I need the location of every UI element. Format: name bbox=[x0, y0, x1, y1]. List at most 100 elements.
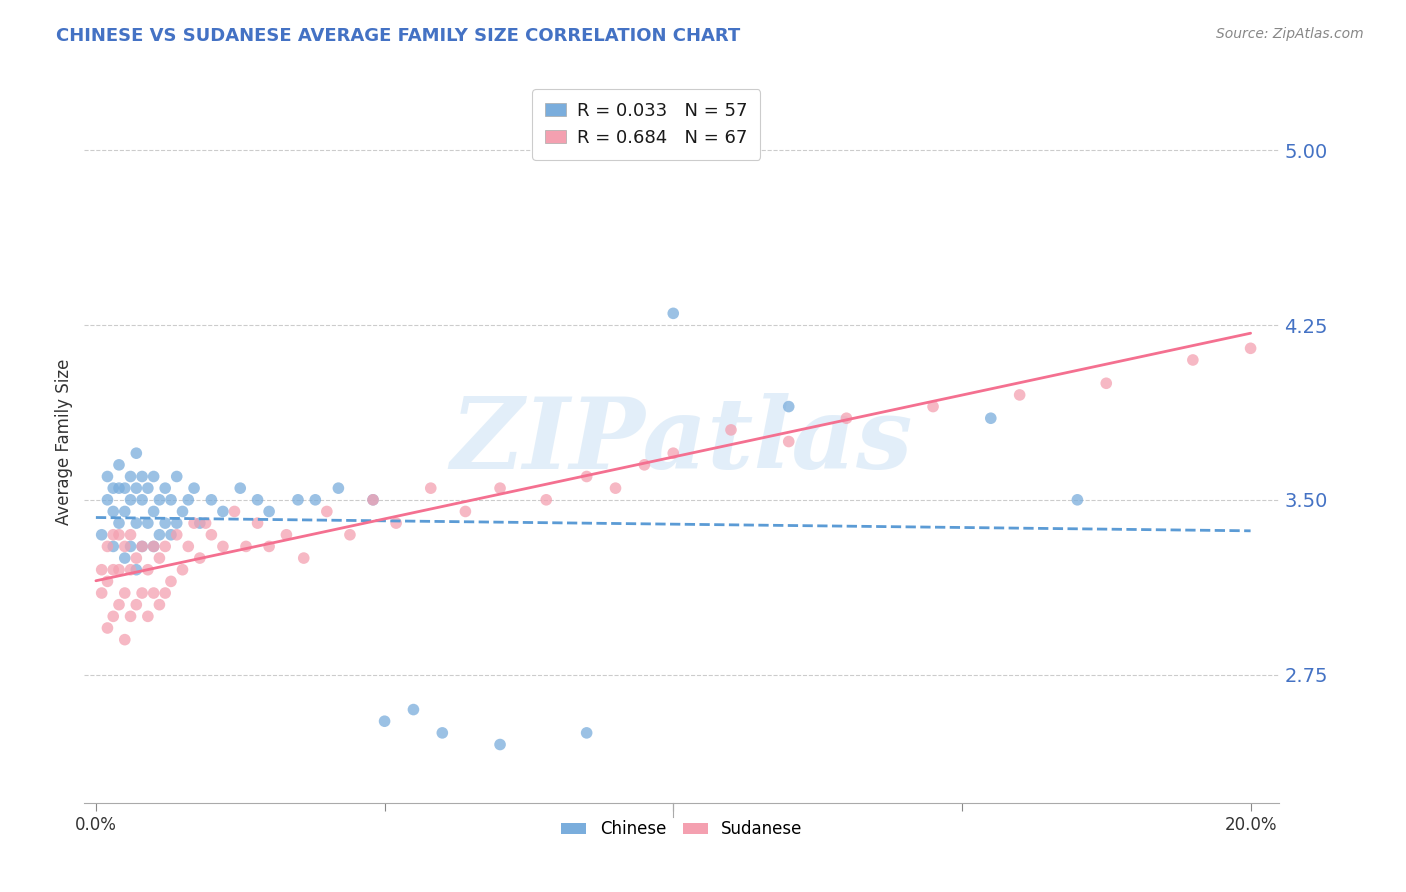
Point bbox=[575, 726, 598, 740]
Point bbox=[1066, 492, 1088, 507]
Point bbox=[125, 551, 148, 566]
Point bbox=[148, 528, 170, 542]
Point bbox=[536, 492, 558, 507]
Point bbox=[103, 504, 125, 518]
Point bbox=[103, 609, 125, 624]
Point bbox=[120, 563, 142, 577]
Point bbox=[361, 492, 384, 507]
Point bbox=[142, 504, 165, 518]
Point bbox=[125, 516, 148, 530]
Point bbox=[374, 714, 396, 729]
Point bbox=[142, 540, 165, 554]
Point bbox=[246, 492, 269, 507]
Point bbox=[96, 492, 118, 507]
Point bbox=[287, 492, 309, 507]
Point bbox=[835, 411, 858, 425]
Point bbox=[328, 481, 350, 495]
Point bbox=[153, 516, 176, 530]
Point bbox=[96, 540, 118, 554]
Point bbox=[419, 481, 441, 495]
Point bbox=[188, 551, 211, 566]
Point bbox=[96, 469, 118, 483]
Point bbox=[120, 528, 142, 542]
Point bbox=[489, 738, 512, 752]
Point bbox=[136, 516, 159, 530]
Point bbox=[385, 516, 408, 530]
Point bbox=[108, 563, 131, 577]
Point bbox=[153, 481, 176, 495]
Point bbox=[339, 528, 361, 542]
Point bbox=[183, 516, 205, 530]
Point bbox=[778, 434, 800, 449]
Point bbox=[662, 306, 685, 320]
Legend: Chinese, Sudanese: Chinese, Sudanese bbox=[555, 814, 808, 845]
Point bbox=[142, 586, 165, 600]
Point bbox=[120, 540, 142, 554]
Point bbox=[136, 609, 159, 624]
Point bbox=[142, 469, 165, 483]
Point bbox=[160, 574, 183, 589]
Point bbox=[194, 516, 217, 530]
Point bbox=[276, 528, 298, 542]
Point bbox=[120, 469, 142, 483]
Point bbox=[432, 726, 454, 740]
Point bbox=[153, 540, 176, 554]
Point bbox=[131, 492, 153, 507]
Point bbox=[177, 540, 200, 554]
Point bbox=[361, 492, 384, 507]
Point bbox=[103, 481, 125, 495]
Point bbox=[304, 492, 326, 507]
Point bbox=[922, 400, 945, 414]
Point bbox=[120, 609, 142, 624]
Point bbox=[131, 469, 153, 483]
Point bbox=[402, 702, 425, 716]
Point bbox=[148, 551, 170, 566]
Point bbox=[778, 400, 800, 414]
Point bbox=[114, 504, 136, 518]
Point bbox=[136, 481, 159, 495]
Point bbox=[257, 540, 280, 554]
Point bbox=[114, 540, 136, 554]
Point bbox=[224, 504, 246, 518]
Point bbox=[136, 563, 159, 577]
Point bbox=[605, 481, 627, 495]
Point bbox=[125, 563, 148, 577]
Point bbox=[125, 446, 148, 460]
Point bbox=[1008, 388, 1031, 402]
Point bbox=[633, 458, 655, 472]
Point bbox=[114, 481, 136, 495]
Point bbox=[166, 528, 188, 542]
Point bbox=[114, 551, 136, 566]
Point bbox=[90, 528, 112, 542]
Point bbox=[108, 458, 131, 472]
Point bbox=[257, 504, 280, 518]
Point bbox=[575, 469, 598, 483]
Point bbox=[131, 540, 153, 554]
Y-axis label: Average Family Size: Average Family Size bbox=[55, 359, 73, 524]
Text: Source: ZipAtlas.com: Source: ZipAtlas.com bbox=[1216, 27, 1364, 41]
Point bbox=[125, 598, 148, 612]
Point bbox=[489, 481, 512, 495]
Point bbox=[720, 423, 742, 437]
Point bbox=[153, 586, 176, 600]
Point bbox=[454, 504, 477, 518]
Point bbox=[188, 516, 211, 530]
Point bbox=[292, 551, 315, 566]
Point bbox=[166, 469, 188, 483]
Point bbox=[235, 540, 257, 554]
Point bbox=[246, 516, 269, 530]
Point bbox=[160, 492, 183, 507]
Point bbox=[200, 528, 222, 542]
Point bbox=[103, 540, 125, 554]
Point bbox=[160, 528, 183, 542]
Point bbox=[96, 621, 118, 635]
Point bbox=[108, 516, 131, 530]
Point bbox=[108, 528, 131, 542]
Point bbox=[114, 632, 136, 647]
Point bbox=[166, 516, 188, 530]
Point bbox=[229, 481, 252, 495]
Point bbox=[980, 411, 1002, 425]
Text: ZIPatlas: ZIPatlas bbox=[451, 393, 912, 490]
Point bbox=[103, 528, 125, 542]
Point bbox=[125, 481, 148, 495]
